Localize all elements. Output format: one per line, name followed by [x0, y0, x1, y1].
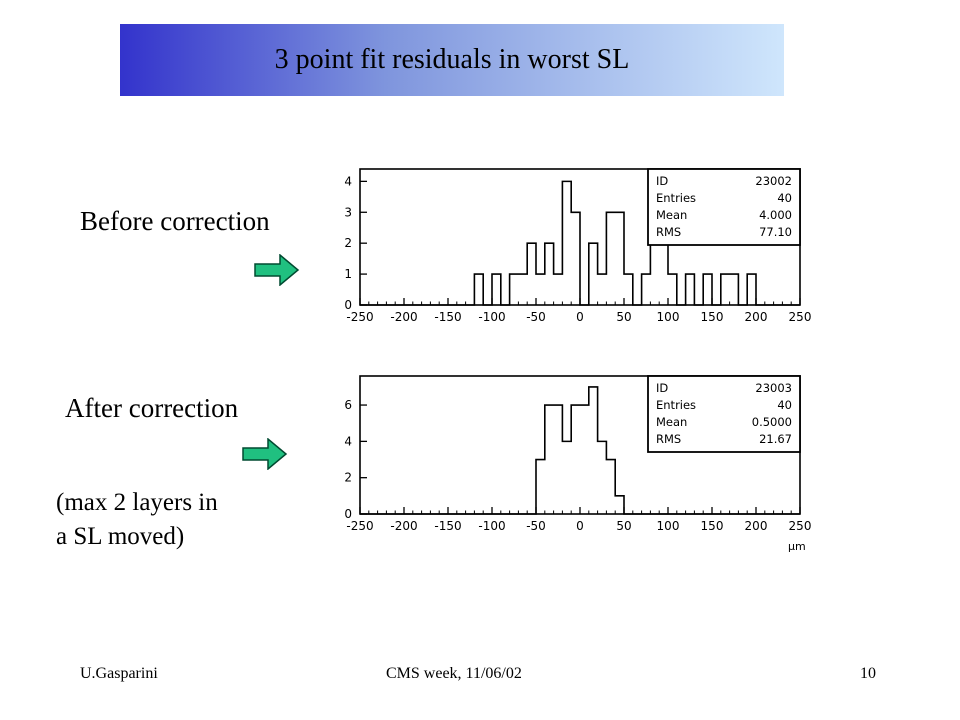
- stats-label: Entries: [656, 191, 696, 205]
- stats-label: Mean: [656, 208, 687, 222]
- x-tick-label: 200: [745, 310, 768, 324]
- x-tick-label: -200: [390, 310, 417, 324]
- stats-label: ID: [656, 381, 668, 395]
- stats-box: [647, 375, 801, 453]
- title-banner: 3 point fit residuals in worst SL: [120, 24, 784, 96]
- stats-value: 21.67: [759, 432, 792, 446]
- note-text: (max 2 layers in a SL moved): [56, 486, 218, 554]
- before-correction-label: Before correction: [80, 206, 270, 236]
- x-tick-label: -150: [434, 310, 461, 324]
- x-tick-label: -150: [434, 519, 461, 533]
- y-tick-label: 4: [344, 174, 352, 188]
- x-tick-label: 150: [701, 310, 724, 324]
- note-line-2: a SL moved): [56, 523, 185, 550]
- x-tick-label: -50: [526, 519, 546, 533]
- y-tick-label: 1: [344, 267, 352, 281]
- x-tick-label: 150: [701, 519, 724, 533]
- x-tick-label: 200: [745, 519, 768, 533]
- slide-title: 3 point fit residuals in worst SL: [274, 44, 630, 75]
- x-tick-label: -100: [478, 519, 505, 533]
- histogram-after-svg: -250 -200 -150 -100 -50 0 50 100 150 200 250 0 2 4 6 ID…: [344, 375, 812, 553]
- x-axis-unit-label: µm: [788, 540, 806, 553]
- stats-label: Entries: [656, 398, 696, 412]
- x-tick-label: 50: [616, 519, 631, 533]
- after-correction-label: After correction: [65, 393, 239, 423]
- histogram-outline: [360, 386, 800, 515]
- y-tick-label: 2: [344, 471, 352, 485]
- stats-value: 40: [777, 191, 792, 205]
- x-tick-label: 250: [789, 310, 812, 324]
- histogram-outline: [360, 180, 800, 306]
- y-tick-label: 4: [344, 434, 352, 448]
- x-tick-label: 100: [657, 519, 680, 533]
- y-tick-label: 0: [344, 507, 352, 521]
- y-tick-label: 2: [344, 236, 352, 250]
- stats-value: 0.5000: [752, 415, 792, 429]
- stats-value: 4.000: [759, 208, 792, 222]
- x-tick-label: 0: [576, 310, 584, 324]
- stats-label: ID: [656, 174, 668, 188]
- footer-author: U.Gasparini: [80, 665, 158, 682]
- arrow-right-icon: [254, 254, 300, 286]
- y-tick-label: 0: [344, 298, 352, 312]
- stats-box: [647, 168, 801, 246]
- x-tick-label: -100: [478, 310, 505, 324]
- stats-label: RMS: [656, 225, 681, 239]
- y-tick-label: 6: [344, 398, 352, 412]
- note-line-1: (max 2 layers in: [56, 489, 218, 516]
- stats-label: RMS: [656, 432, 681, 446]
- x-tick-label: 100: [657, 310, 680, 324]
- x-tick-label: 0: [576, 519, 584, 533]
- stats-value: 23002: [755, 174, 792, 188]
- stats-value: 77.10: [759, 225, 792, 239]
- histogram-after: -250 -200 -150 -100 -50 0 50 100 150 200 250 0 2 4 6 ID…: [318, 365, 828, 560]
- x-tick-label: 50: [616, 310, 631, 324]
- stats-label: Mean: [656, 415, 687, 429]
- x-tick-label: -200: [390, 519, 417, 533]
- histogram-before: -250 -200 -150 -100 -50 0 50 100 150 200 250 0 1 2 3 4 I…: [318, 158, 828, 333]
- x-tick-label: 250: [789, 519, 812, 533]
- histogram-before-svg: -250 -200 -150 -100 -50 0 50 100 150 200 250 0 1 2 3 4 I…: [344, 168, 812, 324]
- x-tick-label: -250: [346, 310, 373, 324]
- x-tick-label: -50: [526, 310, 546, 324]
- x-tick-label: -250: [346, 519, 373, 533]
- y-tick-label: 3: [344, 205, 352, 219]
- footer-page-number: 10: [860, 665, 876, 682]
- arrow-right-icon: [242, 438, 288, 470]
- stats-value: 40: [777, 398, 792, 412]
- footer-event: CMS week, 11/06/02: [386, 665, 522, 682]
- stats-value: 23003: [755, 381, 792, 395]
